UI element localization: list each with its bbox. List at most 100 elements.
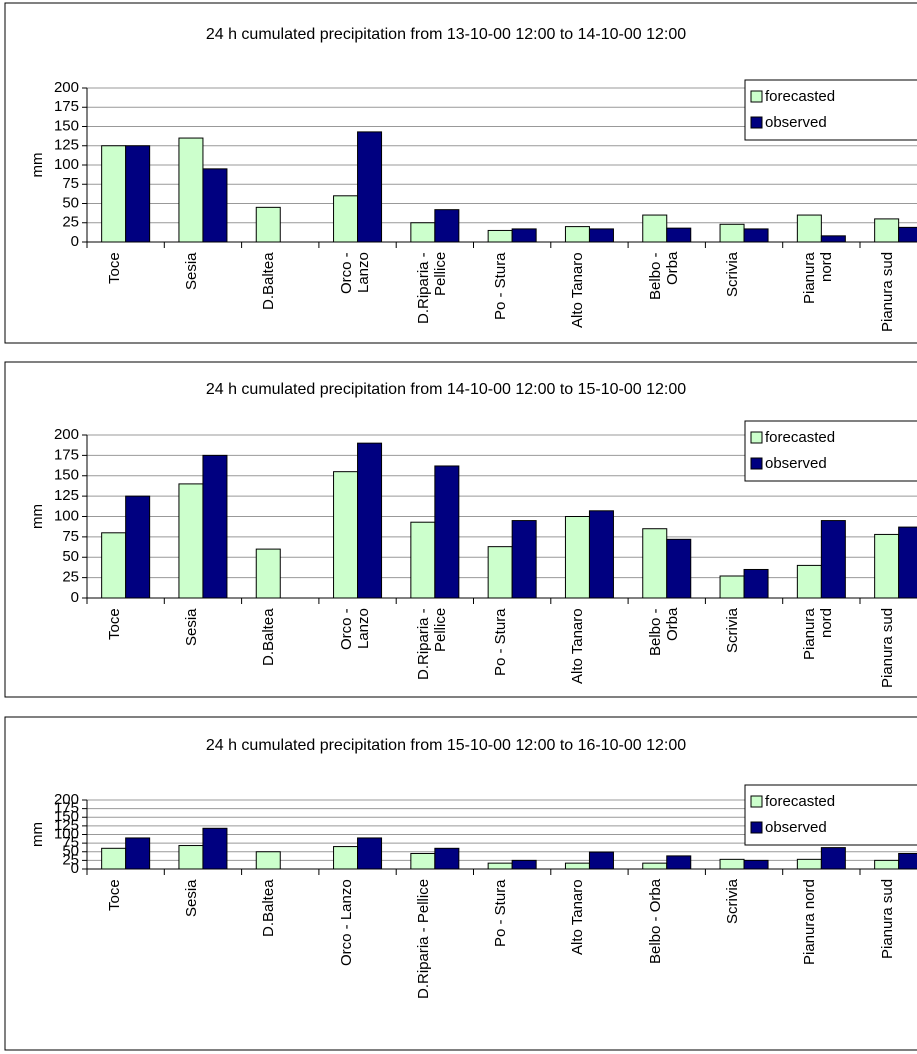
bar [719,223,745,243]
x-tick-label: Alto Tanaro [569,879,587,955]
legend-label: forecasted [765,793,835,810]
bar [410,222,436,243]
y-tick-label: 100 [54,507,79,524]
panel-border [4,2,917,344]
x-tick-label: Pianura nord [801,252,836,304]
x-tick-label: Orco - Lanzo [337,608,372,650]
bar [874,533,900,599]
bar [101,847,127,870]
bar [796,858,822,870]
legend-swatch [750,821,763,834]
bar [125,145,151,243]
x-tick-label: Alto Tanaro [569,252,587,328]
bar [666,227,692,243]
legend-swatch [750,795,763,808]
bar [125,837,151,870]
x-tick-label: Scrivia [724,252,742,298]
x-tick-label: Belbo - Orba [646,608,681,656]
y-tick-label: 0 [71,860,79,877]
x-tick-label: Orco - Lanzo [337,879,355,966]
y-tick-label: 100 [54,825,79,842]
bar [487,229,513,243]
bar [178,483,204,599]
y-tick-label: 175 [54,98,79,115]
legend-swatch [750,457,763,470]
bar [719,575,745,599]
bar [564,862,590,870]
bar [874,859,900,870]
bar [743,568,769,599]
bar [820,235,846,243]
x-tick-label: D.Baltea [260,252,278,310]
panel-border [4,361,917,698]
legend-label: observed [765,114,827,131]
bar [511,520,537,599]
legend-swatch [750,431,763,444]
bar [564,226,590,243]
x-tick-label: Po - Stura [492,879,510,947]
bar [666,855,692,870]
bar [202,168,228,243]
bar [796,214,822,243]
y-tick-label: 25 [62,851,79,868]
x-tick-label: Toce [105,608,123,640]
bar [410,852,436,870]
bar [434,847,460,870]
y-tick-label: 200 [54,791,79,808]
x-tick-label: D.Riparia - Pellice [414,608,449,680]
bar [434,465,460,599]
y-tick-label: 50 [62,548,79,565]
x-tick-label: D.Riparia - Pellice [414,879,432,1000]
legend-label: forecasted [765,429,835,446]
legend-box [744,420,917,482]
bar [588,851,614,870]
bar [588,228,614,243]
bar [101,532,127,599]
bar [642,214,668,243]
y-tick-label: 175 [54,800,79,817]
bar [796,564,822,599]
legend-swatch [750,90,763,103]
legend-label: observed [765,819,827,836]
x-tick-label: Belbo - Orba [646,879,664,965]
bar [357,131,383,243]
y-tick-label: 150 [54,808,79,825]
x-tick-label: Orco - Lanzo [337,252,372,294]
bar [642,862,668,870]
bar [487,546,513,599]
x-tick-label: Pianura sud [878,879,896,960]
bar [202,827,228,870]
y-tick-label: 150 [54,117,79,134]
bar [874,218,900,243]
y-tick-label: 50 [62,194,79,211]
x-tick-label: Sesia [182,608,200,646]
legend-label: forecasted [765,88,835,105]
x-tick-label: D.Baltea [260,608,278,666]
bar [434,209,460,243]
bar [820,520,846,599]
x-tick-label: Pianura nord [801,608,836,660]
x-tick-label: D.Riparia - Pellice [414,252,449,324]
y-tick-label: 0 [71,589,79,606]
x-tick-label: Po - Stura [492,252,510,320]
bar [255,548,281,599]
bar [898,526,917,599]
bar [642,528,668,599]
chart-title: 24 h cumulated precipitation from 13-10-… [206,26,686,43]
legend-box [744,79,917,141]
y-tick-label: 150 [54,467,79,484]
bar [511,859,537,870]
y-tick-label: 175 [54,446,79,463]
chart-title: 24 h cumulated precipitation from 14-10-… [206,381,686,398]
bar [255,851,281,870]
y-tick-label: 100 [54,156,79,173]
bar [666,538,692,599]
x-tick-label: Sesia [182,879,200,917]
y-axis-label: mm [29,504,46,529]
legend-box [744,784,917,846]
x-tick-label: Scrivia [724,879,742,925]
x-tick-label: Sesia [182,252,200,290]
x-tick-label: Scrivia [724,608,742,654]
x-tick-label: Po - Stura [492,608,510,676]
